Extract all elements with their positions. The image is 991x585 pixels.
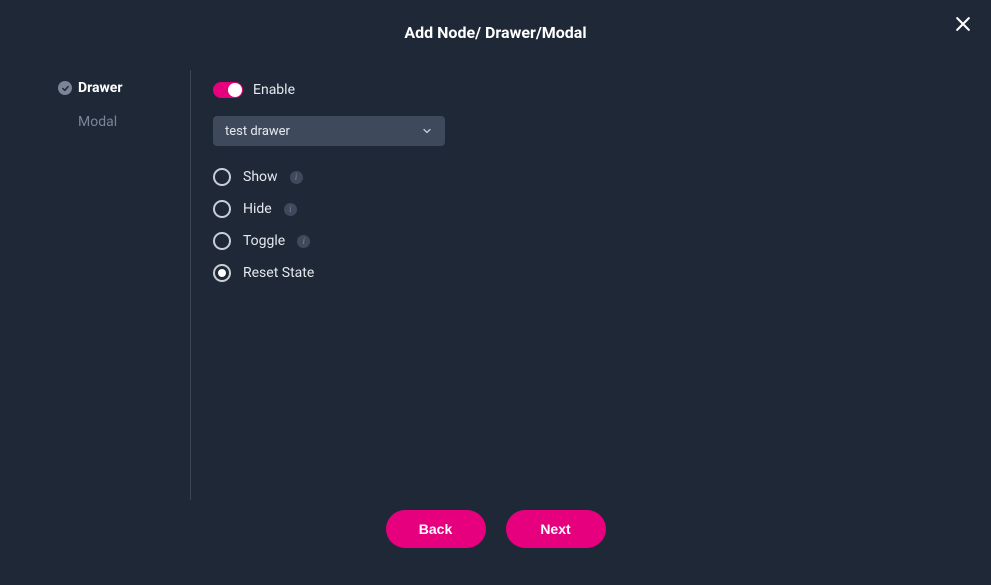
drawer-select[interactable]: test drawer xyxy=(213,116,445,146)
toggle-knob xyxy=(228,83,242,97)
close-icon xyxy=(953,14,973,34)
modal-title: Add Node/ Drawer/Modal xyxy=(0,0,991,42)
back-button[interactable]: Back xyxy=(386,510,486,548)
radio-inner-dot xyxy=(218,269,226,277)
toggle-label: Enable xyxy=(253,82,295,98)
close-button[interactable] xyxy=(953,14,973,34)
sidebar: Drawer Modal xyxy=(0,70,190,500)
info-icon[interactable]: i xyxy=(297,235,310,248)
radio-option-toggle[interactable]: Toggle i xyxy=(213,232,445,250)
radio-option-show[interactable]: Show i xyxy=(213,168,445,186)
sidebar-item-label: Modal xyxy=(78,114,117,130)
check-icon xyxy=(58,81,72,95)
radio-icon xyxy=(213,168,231,186)
footer: Back Next xyxy=(0,510,991,548)
sidebar-item-label: Drawer xyxy=(78,80,122,96)
radio-icon xyxy=(213,232,231,250)
action-radio-group: Show i Hide i Toggle i Reset State xyxy=(213,168,445,282)
radio-label: Reset State xyxy=(243,265,314,281)
sidebar-item-modal[interactable]: Modal xyxy=(58,114,190,130)
radio-icon xyxy=(213,264,231,282)
select-value: test drawer xyxy=(225,124,290,139)
radio-option-reset-state[interactable]: Reset State xyxy=(213,264,445,282)
next-button[interactable]: Next xyxy=(506,510,606,548)
radio-icon xyxy=(213,200,231,218)
sidebar-item-drawer[interactable]: Drawer xyxy=(58,80,190,96)
info-icon[interactable]: i xyxy=(284,203,297,216)
radio-label: Hide xyxy=(243,201,272,217)
radio-option-hide[interactable]: Hide i xyxy=(213,200,445,218)
radio-label: Toggle xyxy=(243,233,285,249)
info-icon[interactable]: i xyxy=(290,171,303,184)
enable-toggle[interactable] xyxy=(213,82,243,98)
radio-label: Show xyxy=(243,169,278,185)
chevron-down-icon xyxy=(421,125,433,137)
content-panel: Enable test drawer Show i Hide i Toggle xyxy=(191,70,445,500)
